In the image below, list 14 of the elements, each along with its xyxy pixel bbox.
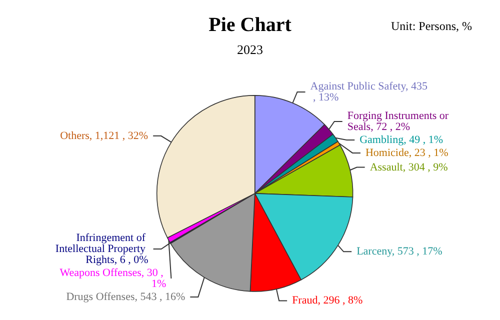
chart-title: Pie Chart — [208, 14, 292, 36]
slice-label: Forging Instruments or Seals, 72 , 2% — [347, 110, 452, 133]
slice-label: Fraud, 296 , 8% — [292, 294, 363, 307]
slice-label: Larceny, 573 , 17% — [356, 246, 442, 258]
slice-label: Weapons Offenses, 30 , 1% — [60, 267, 166, 290]
text: Unit: Persons, % — [391, 19, 472, 33]
slice-label: Others, 1,121 , 32% — [60, 130, 148, 142]
slice-label: Homicide, 23 , 1% — [365, 146, 448, 159]
slice-label: Gambling, 49 , 1% — [360, 134, 444, 146]
slice-label: Drugs Offenses, 543 , 16% — [66, 291, 186, 304]
slice-label: Assault, 304 , 9% — [370, 161, 448, 174]
slice-label: Infringement of Intellectual Property Rights, 6 , 0% — [55, 232, 148, 266]
slice-label: Against Public Safety, 435 , 13% — [310, 80, 428, 104]
chart-subtitle: 2023 — [237, 42, 263, 57]
